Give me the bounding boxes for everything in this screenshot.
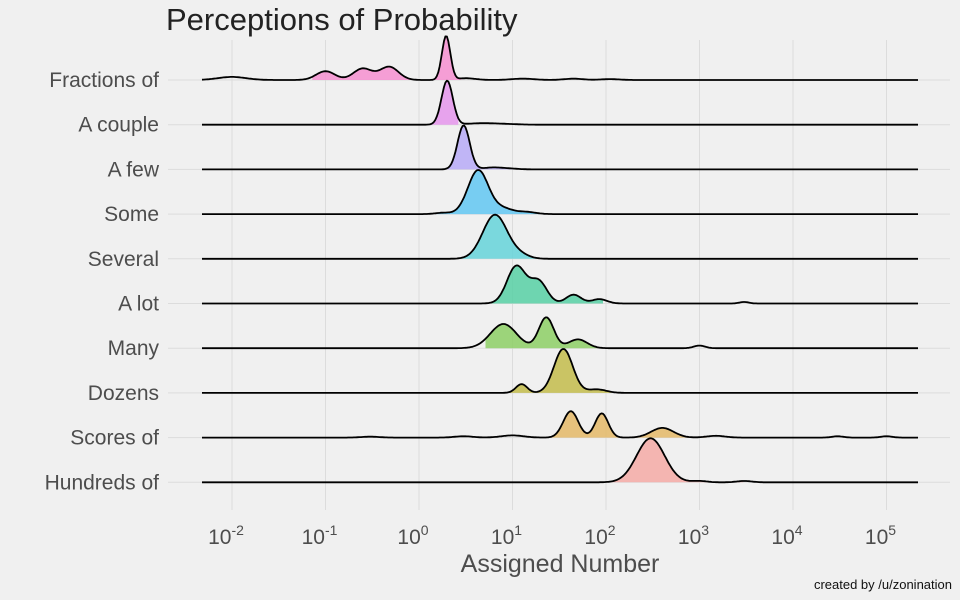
category-label: Many	[108, 337, 160, 360]
category-label: A few	[108, 158, 160, 181]
category-label: Fractions of	[49, 69, 159, 92]
ridge-fill	[585, 438, 744, 483]
ridge-fill	[421, 80, 459, 125]
ridge-outline	[202, 79, 918, 126]
ridge-many	[202, 316, 918, 350]
category-labels: Fractions of A couple A few Some Several A lo…	[45, 69, 160, 494]
ridge-dozens	[202, 348, 918, 394]
ridge-scores-of	[202, 410, 918, 439]
ridge-outline	[202, 437, 918, 484]
x-tick-labels: 10-2 10-1 100 101 102 103 104 105	[208, 522, 896, 549]
ridge-outline	[202, 169, 918, 215]
ridges	[201, 35, 918, 484]
x-tick-label: 100	[397, 522, 428, 549]
ridge-fill	[436, 125, 519, 170]
ridge-outline	[202, 124, 918, 171]
category-label: Hundreds of	[45, 471, 160, 494]
ridge-outline	[202, 264, 918, 305]
category-label: Scores of	[70, 427, 159, 450]
x-tick-label: 102	[584, 522, 615, 549]
ridge-outline	[202, 213, 918, 260]
category-label: Some	[104, 203, 159, 226]
ridge-fill	[445, 214, 545, 259]
ridge-fill	[312, 36, 462, 80]
ridge-a-couple	[202, 79, 918, 126]
ridge-fill	[508, 349, 612, 393]
x-tick-label: 103	[678, 522, 709, 549]
ridge-a-lot	[202, 264, 918, 305]
ridge-outline	[202, 410, 918, 439]
ridge-fractions-of	[201, 35, 918, 81]
x-tick-label: 105	[865, 522, 896, 549]
ridge-some	[202, 169, 918, 215]
category-label: Several	[88, 248, 159, 271]
x-tick-label: 10-2	[208, 522, 244, 549]
x-tick-label: 101	[491, 522, 522, 549]
grid-lines	[168, 40, 950, 510]
chart-title: Perceptions of Probability	[166, 2, 518, 37]
category-label: Dozens	[88, 382, 159, 405]
ridge-fill	[485, 317, 602, 349]
category-label: A couple	[78, 114, 159, 137]
credit-text: created by /u/zonination	[814, 577, 952, 592]
x-axis-label: Assigned Number	[461, 550, 660, 578]
ridge-outline	[202, 348, 918, 394]
ridge-a-few	[202, 124, 918, 171]
ridge-outline	[202, 316, 918, 350]
ridge-outline	[201, 35, 918, 81]
x-tick-label: 10-1	[302, 522, 338, 549]
ridge-fill	[435, 170, 540, 215]
ridge-fill	[485, 265, 603, 304]
category-label: A lot	[118, 293, 159, 316]
x-tick-label: 104	[771, 522, 802, 549]
ridge-several	[202, 213, 918, 260]
ridge-hundreds-of	[202, 437, 918, 484]
